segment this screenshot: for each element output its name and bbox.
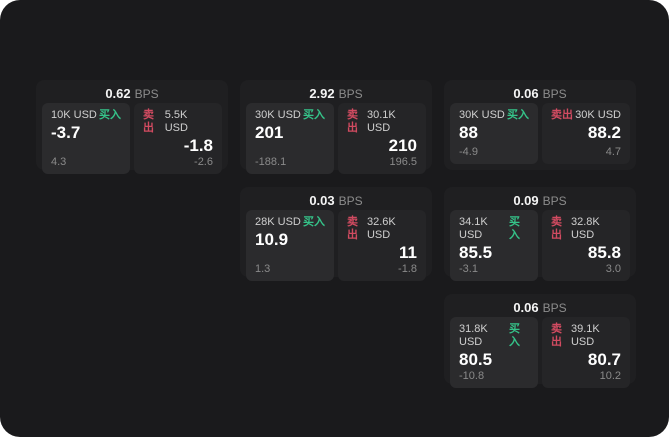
sell-tag: 卖出: [143, 109, 154, 134]
sell-notional: 30K USD: [575, 109, 621, 121]
buy-panel[interactable]: 30K USD 买入 88 -4.9: [450, 103, 538, 164]
sell-tag: 卖出: [347, 216, 358, 241]
buy-notional: 34.1K USD: [459, 216, 488, 241]
buy-delta: -10.8: [459, 370, 485, 382]
spread-header: 0.06 BPS: [450, 84, 630, 103]
quote-card: 0.06 BPS 30K USD 买入 88 -4.9 卖出 30K USD 8…: [444, 80, 636, 170]
sell-price: 11: [399, 243, 417, 262]
buy-tag: 买入: [509, 323, 521, 348]
buy-panel[interactable]: 10K USD 买入 -3.7 4.3: [42, 103, 130, 174]
sell-notional: 32.6K USD: [366, 216, 396, 241]
spread-unit: BPS: [542, 86, 567, 101]
buy-price: 80.5: [459, 350, 493, 369]
buy-delta: 1.3: [255, 263, 271, 275]
sell-delta: -2.6: [194, 156, 213, 168]
sell-notional: 5.5K USD: [164, 109, 188, 134]
spread-value: 0.09: [513, 193, 539, 208]
sell-notional: 32.8K USD: [570, 216, 600, 241]
buy-notional: 28K USD: [255, 216, 301, 228]
sell-panel[interactable]: 卖出 30.1K USD 210 196.5: [338, 103, 426, 174]
spread-header: 0.06 BPS: [450, 298, 630, 317]
spread-value: 0.62: [105, 86, 131, 101]
sell-price: 80.7: [587, 350, 621, 369]
sell-price: -1.8: [183, 136, 213, 155]
spread-header: 2.92 BPS: [246, 84, 426, 103]
buy-panel[interactable]: 30K USD 买入 201 -188.1: [246, 103, 334, 174]
sell-panel[interactable]: 卖出 5.5K USD -1.8 -2.6: [134, 103, 222, 174]
sell-tag: 卖出: [551, 216, 562, 241]
spread-value: 2.92: [309, 86, 335, 101]
sell-panel[interactable]: 卖出 30K USD 88.2 4.7: [542, 103, 630, 164]
quote-card: 0.09 BPS 34.1K USD 买入 85.5 -3.1 卖出 32.8K…: [444, 187, 636, 281]
buy-delta: -4.9: [459, 146, 478, 158]
buy-tag: 买入: [507, 109, 529, 121]
buy-panel[interactable]: 31.8K USD 买入 80.5 -10.8: [450, 317, 538, 388]
spread-header: 0.03 BPS: [246, 191, 426, 210]
spread-value: 0.06: [513, 300, 539, 315]
spread-unit: BPS: [542, 193, 567, 208]
spread-unit: BPS: [134, 86, 159, 101]
spread-header: 0.62 BPS: [42, 84, 222, 103]
quote-card: 0.03 BPS 28K USD 买入 10.9 1.3 卖出 32.6K US…: [240, 187, 432, 281]
buy-tag: 买入: [99, 109, 121, 121]
sell-price: 85.8: [587, 243, 621, 262]
buy-price: 10.9: [255, 230, 289, 249]
buy-tag: 买入: [303, 216, 325, 228]
sell-panel[interactable]: 卖出 39.1K USD 80.7 10.2: [542, 317, 630, 388]
quote-card: 0.62 BPS 10K USD 买入 -3.7 4.3 卖出 5.5K USD…: [36, 80, 228, 174]
spread-unit: BPS: [542, 300, 567, 315]
sell-delta: 196.5: [389, 156, 417, 168]
sell-panel[interactable]: 卖出 32.6K USD 11 -1.8: [338, 210, 426, 281]
buy-price: 201: [255, 123, 284, 142]
sell-notional: 30.1K USD: [366, 109, 396, 134]
buy-tag: 买入: [303, 109, 325, 121]
sell-panel[interactable]: 卖出 32.8K USD 85.8 3.0: [542, 210, 630, 281]
buy-delta: 4.3: [51, 156, 67, 168]
buy-delta: -188.1: [255, 156, 287, 168]
sell-delta: 4.7: [605, 146, 621, 158]
sell-delta: -1.8: [398, 263, 417, 275]
sell-tag: 卖出: [347, 109, 358, 134]
sell-tag: 卖出: [551, 109, 573, 121]
buy-notional: 30K USD: [459, 109, 505, 121]
spread-value: 0.06: [513, 86, 539, 101]
buy-price: 85.5: [459, 243, 493, 262]
buy-notional: 31.8K USD: [459, 323, 488, 348]
spread-value: 0.03: [309, 193, 335, 208]
buy-notional: 30K USD: [255, 109, 301, 121]
sell-tag: 卖出: [551, 323, 562, 348]
buy-delta: -3.1: [459, 263, 478, 275]
sell-price: 210: [388, 136, 417, 155]
buy-panel[interactable]: 34.1K USD 买入 85.5 -3.1: [450, 210, 538, 281]
buy-price: 88: [459, 123, 478, 142]
spread-header: 0.09 BPS: [450, 191, 630, 210]
quote-card: 0.06 BPS 31.8K USD 买入 80.5 -10.8 卖出 39.1…: [444, 294, 636, 388]
buy-price: -3.7: [51, 123, 81, 142]
buy-notional: 10K USD: [51, 109, 97, 121]
sell-delta: 10.2: [599, 370, 621, 382]
sell-notional: 39.1K USD: [570, 323, 600, 348]
spread-unit: BPS: [338, 193, 363, 208]
sell-delta: 3.0: [605, 263, 621, 275]
sell-price: 88.2: [587, 123, 621, 142]
buy-tag: 买入: [509, 216, 521, 241]
spread-unit: BPS: [338, 86, 363, 101]
quote-card: 2.92 BPS 30K USD 买入 201 -188.1 卖出 30.1K …: [240, 80, 432, 174]
buy-panel[interactable]: 28K USD 买入 10.9 1.3: [246, 210, 334, 281]
